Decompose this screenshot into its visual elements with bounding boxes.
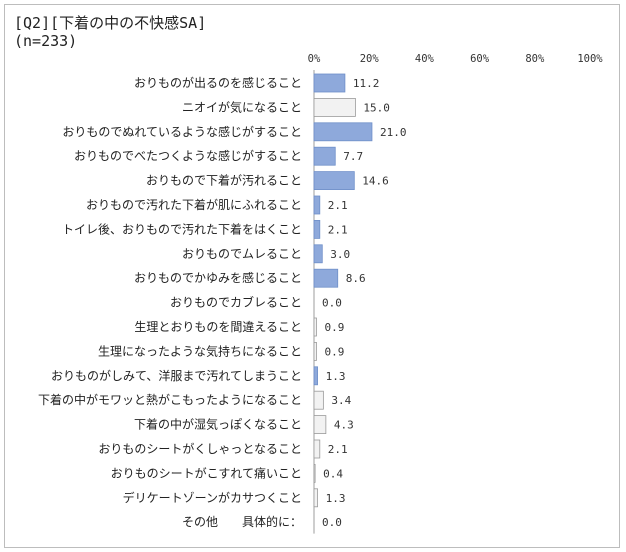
category-label: 下着の中が湿気っぽくなること [134,417,302,432]
chart-subtitle: (n=233) [14,32,78,50]
data-label: 4.3 [334,419,354,432]
data-label: 0.4 [323,467,343,480]
data-label: 11.2 [353,77,380,90]
category-label: おりものが出るのを感じること [134,75,302,90]
data-label: 8.6 [346,272,366,285]
x-tick-label: 0% [308,53,321,65]
category-label: おりものシートがこすれて痛いこと [111,465,302,480]
bar [313,122,373,142]
category-label: おりものでムレること [182,247,302,261]
data-label: 2.1 [328,443,348,456]
category-label: 生理とおりものを間違えること [134,320,302,334]
bar [313,146,336,166]
data-label: 21.0 [380,126,407,139]
data-label: 3.0 [330,248,350,261]
chart-title: [Q2][下着の中の不快感SA] [14,14,207,32]
category-label: ニオイが気になること [182,99,302,114]
bar [313,415,327,435]
x-tick-label: 20% [360,53,380,65]
bar [313,366,318,386]
category-label: おりものでかゆみを感じること [134,270,302,285]
x-tick-label: 80% [525,53,545,65]
bar [313,195,321,215]
x-tick-label: 60% [470,53,490,65]
bar [313,98,356,117]
data-label: 2.1 [328,223,348,236]
bar [313,317,317,337]
data-label: 0.9 [324,345,344,358]
data-label: 1.3 [326,370,346,383]
category-label: おりものでぬれているような感じがすること [62,124,302,139]
bar [313,439,321,459]
category-label: 生理になったような気持ちになること [98,343,302,358]
x-axis-ticks: 0% 20% 40% 60% 80% 100% [308,53,604,65]
bar [313,390,324,410]
bar [313,244,323,264]
category-label: おりものがしみて、洋服まで汚れてしまうこと [51,368,302,383]
data-label: 14.6 [362,175,389,188]
bar [313,463,316,483]
bar [313,341,317,361]
data-label: 3.4 [331,394,351,407]
category-label: おりものでべたつくような感じがすること [74,148,302,163]
bars [313,73,373,508]
data-label: 7.7 [343,150,363,163]
bar [313,268,339,288]
category-label: トイレ後、おりもので汚れた下着をはくこと [62,221,302,236]
category-label: おりもので汚れた下着が肌にふれること [86,197,302,212]
category-label: 下着の中がモワッと熱がこもったようになること [38,392,302,407]
category-label: その他 具体的に： [182,514,302,529]
data-label: 15.0 [363,101,390,114]
chart-frame [4,4,620,548]
data-label: 0.0 [322,516,342,529]
x-tick-label: 40% [415,53,435,65]
category-label: おりものでカブレること [170,295,302,310]
bar [313,219,321,239]
category-label: デリケートゾーンがカサつくこと [123,490,302,505]
data-label: 1.3 [326,492,346,505]
data-label: 2.1 [328,199,348,212]
value-labels: 11.2 15.0 21.0 7.7 14.6 2.1 2.1 3.0 8.6 0.0 0.9 0.9… [322,77,406,529]
category-label: おりものシートがくしゃっとなること [98,441,302,456]
bar [313,171,355,191]
bar [313,488,318,508]
data-label: 0.9 [324,321,344,334]
category-labels: おりものが出るのを感じることニオイが気になることおりものでぬれているような感じが… [38,75,302,529]
data-label: 0.0 [322,297,342,310]
x-tick-label: 100% [577,53,603,65]
bar [313,73,346,93]
category-label: おりもので下着が汚れること [146,173,302,188]
